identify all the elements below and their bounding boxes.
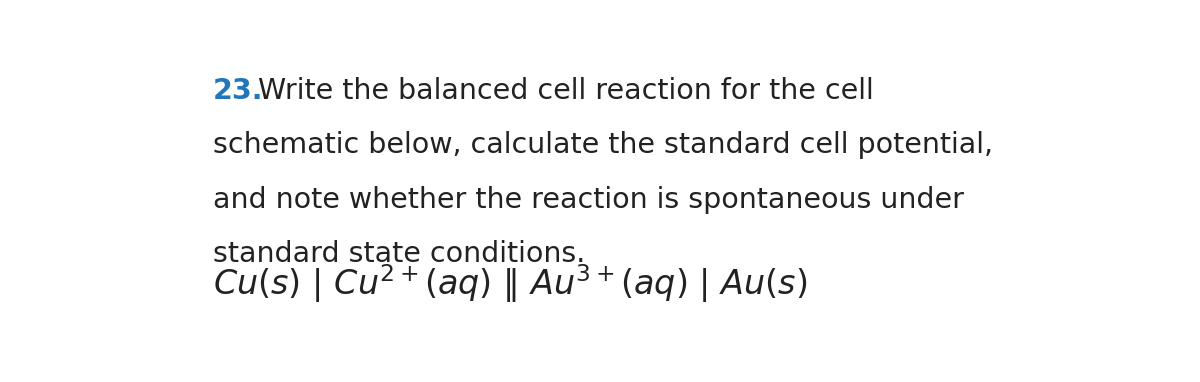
Text: standard state conditions.: standard state conditions. <box>214 240 586 268</box>
Text: and note whether the reaction is spontaneous under: and note whether the reaction is spontan… <box>214 186 965 214</box>
Text: $\mathit{Cu}(s)\ |\ \mathit{Cu}^{2+}\mathit{(aq)}\ \|\ \mathit{Au}^{3+}\mathit{(: $\mathit{Cu}(s)\ |\ \mathit{Cu}^{2+}\mat… <box>214 262 808 305</box>
Text: 23.: 23. <box>214 77 264 105</box>
Text: schematic below, calculate the standard cell potential,: schematic below, calculate the standard … <box>214 131 994 159</box>
Text: Write the balanced cell reaction for the cell: Write the balanced cell reaction for the… <box>248 77 874 105</box>
